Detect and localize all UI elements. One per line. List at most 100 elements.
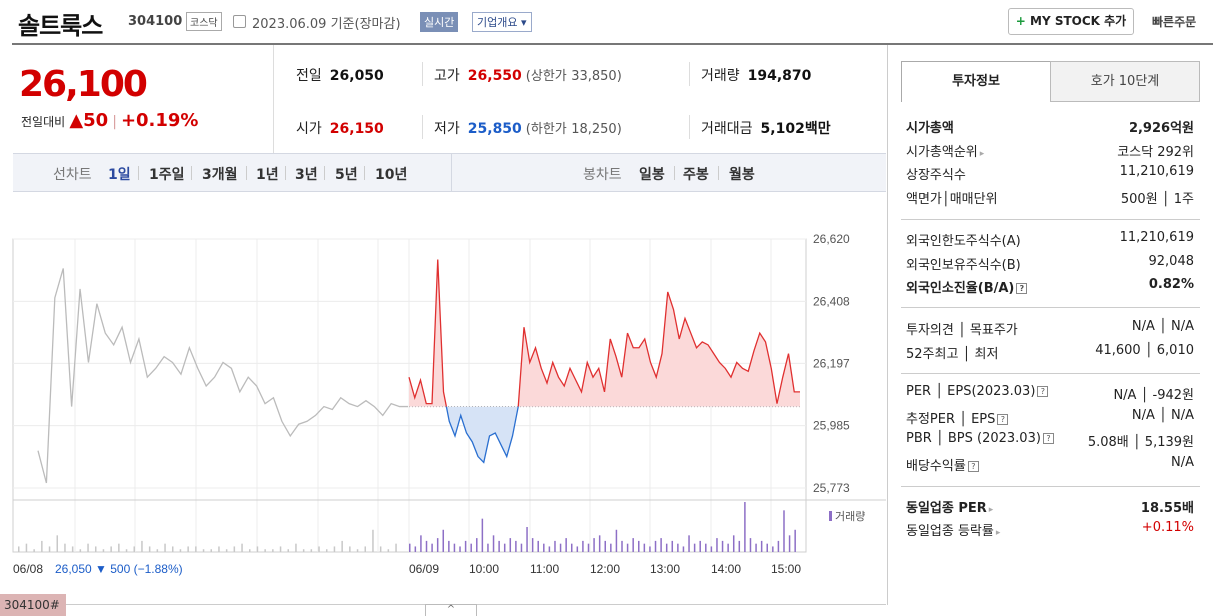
help-icon[interactable]: ? <box>967 461 979 472</box>
chart-series-line <box>37 268 408 484</box>
volume-bar <box>492 535 495 552</box>
price-chart: 26,620 26,408 26,197 25,985 25,773 거래량 06/08 06… <box>12 232 886 576</box>
volume-bar <box>487 543 489 552</box>
quote-date: 2023.06.09 기준(장마감) <box>252 17 401 32</box>
volume-bar <box>387 549 390 552</box>
volume-bar <box>755 543 757 552</box>
period-selector: 선차트 1일 1주일 3개월 1년 3년 5년 10년 봉차트 일봉 주봉 월봉 <box>13 153 886 192</box>
tab-orderbook[interactable]: 호가 10단계 <box>1050 61 1200 102</box>
volume-bar <box>442 529 445 552</box>
volume-bar <box>310 549 313 552</box>
volume-bar <box>202 549 205 552</box>
volume-bar <box>33 549 35 552</box>
volume-bar <box>156 549 159 552</box>
volume-bar <box>593 538 595 552</box>
volume-bar <box>777 540 780 552</box>
volume-bar <box>48 546 51 552</box>
volume-bar <box>543 543 545 552</box>
volume-bar <box>738 540 741 552</box>
period-1w[interactable]: 1주일 <box>149 167 185 183</box>
chart-area-down <box>409 406 800 463</box>
volume-bar <box>610 543 612 552</box>
volume-bar <box>772 546 774 552</box>
stock-name: 솔트룩스 <box>18 12 103 40</box>
volume-bar <box>710 546 713 552</box>
volume-bar <box>133 546 135 552</box>
volume-bar <box>643 543 646 552</box>
volume-bar <box>164 543 166 552</box>
period-3y[interactable]: 3년 <box>295 167 318 183</box>
volume-bar <box>615 529 618 552</box>
volume-bar <box>356 549 359 552</box>
tab-investment-info[interactable]: 투자정보 <box>901 61 1051 102</box>
volume-bar <box>41 540 43 552</box>
price-change: 전일대비 ▲50 | +0.19% <box>21 110 199 131</box>
period-10y[interactable]: 10년 <box>375 167 408 183</box>
volume-bar <box>25 543 28 552</box>
volume-bar <box>598 535 601 552</box>
volume-bar <box>148 546 151 552</box>
help-icon[interactable]: ? <box>1037 386 1049 397</box>
volume-bar <box>749 538 752 552</box>
volume-bar <box>665 543 668 552</box>
volume-bar <box>677 543 679 552</box>
candle-monthly[interactable]: 월봉 <box>729 167 755 183</box>
help-icon[interactable]: ? <box>1016 283 1028 294</box>
volume-bar <box>295 543 297 552</box>
help-icon[interactable]: ? <box>1042 433 1054 444</box>
volume-bar <box>576 546 579 552</box>
x-tick-label: 14:00 <box>711 562 741 576</box>
help-icon[interactable]: ? <box>997 414 1009 425</box>
volume-bar <box>638 540 640 552</box>
chart-series-line <box>445 406 519 464</box>
company-overview-dropdown[interactable]: 기업개요 ▾ <box>472 12 532 32</box>
header-divider <box>12 43 1213 45</box>
volume-bar <box>788 535 791 552</box>
volume-legend: 거래량 <box>835 510 865 523</box>
low-price: 저가 25,850 (하한가 18,250) <box>434 121 622 137</box>
volume-bar <box>436 538 439 552</box>
volume-bar <box>621 540 623 552</box>
volume-bar <box>699 540 701 552</box>
volume-bar <box>721 540 724 552</box>
investment-panel: 투자정보 호가 10단계 시가총액 2,926억원 시가총액순위 ▸ 코스닥 292위… <box>887 45 1213 605</box>
chart-area-up <box>409 259 800 407</box>
change-rate: +0.19% <box>120 110 199 131</box>
volume-bar <box>693 543 696 552</box>
x-tick-label: 06/08 <box>13 562 43 576</box>
volume-bar <box>225 549 228 552</box>
volume-bar <box>241 543 243 552</box>
candle-daily[interactable]: 일봉 <box>639 167 665 183</box>
realtime-button[interactable]: 실시간 <box>420 12 459 32</box>
trade-amount: 거래대금 5,102백만 <box>701 121 831 137</box>
collapse-button[interactable]: ^ <box>425 604 477 616</box>
volume-bar <box>318 546 320 552</box>
volume-bar <box>587 543 590 552</box>
volume-bar <box>459 546 461 552</box>
my-stock-add-button[interactable]: + MY STOCK 추가 <box>1008 8 1134 35</box>
volume-bar <box>110 546 112 552</box>
volume-bar <box>464 540 467 552</box>
period-5y[interactable]: 5년 <box>335 167 358 183</box>
volume-bar <box>187 546 189 552</box>
volume-bar <box>420 535 422 552</box>
volume-bar <box>409 543 411 552</box>
open-price: 시가 26,150 <box>296 121 384 137</box>
candle-weekly[interactable]: 주봉 <box>683 167 709 183</box>
x-tick-label: 06/09 <box>409 562 439 576</box>
divider <box>422 115 423 139</box>
quick-order-button[interactable]: 빠른주문 <box>1152 15 1197 29</box>
x-tick-label: 10:00 <box>469 562 499 576</box>
volume-bar <box>531 538 534 552</box>
volume-bar <box>660 538 662 552</box>
volume-bar <box>476 538 478 552</box>
volume-bar <box>256 546 259 552</box>
volume-bar <box>18 546 20 552</box>
prev-close: 전일 26,050 <box>296 68 384 84</box>
volume-bar <box>732 535 735 552</box>
stock-code: 304100 <box>128 14 183 29</box>
period-1d[interactable]: 1일 <box>108 167 131 183</box>
period-3m[interactable]: 3개월 <box>202 167 238 183</box>
period-1y[interactable]: 1년 <box>256 167 279 183</box>
volume-bar <box>95 546 97 552</box>
